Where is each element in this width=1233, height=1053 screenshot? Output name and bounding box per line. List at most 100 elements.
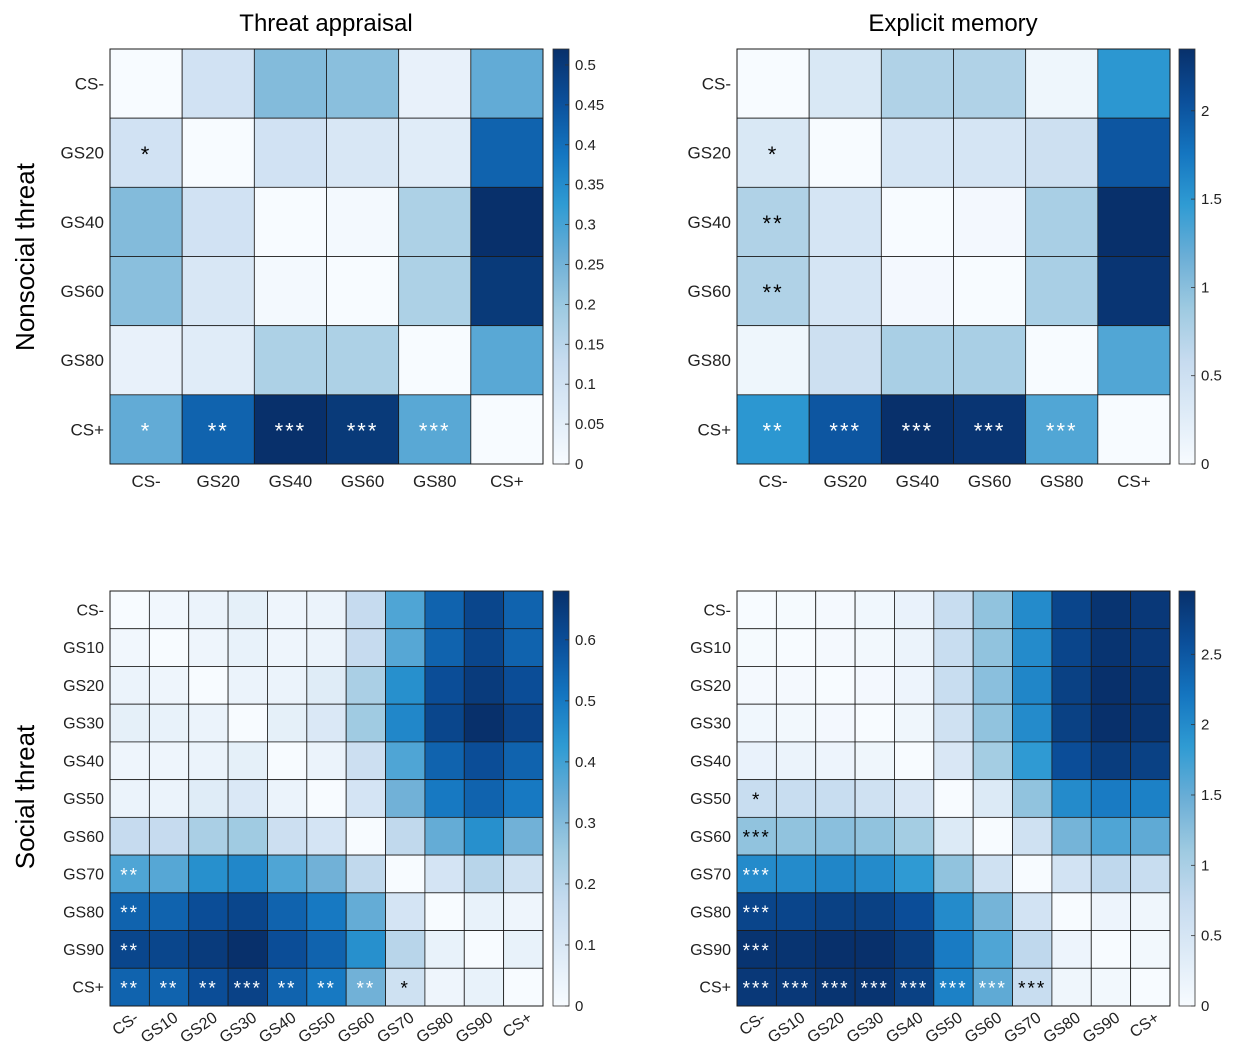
significance-stars: ** bbox=[763, 280, 784, 305]
x-tick-label: GS80 bbox=[413, 472, 456, 491]
cell-gs10-gs60 bbox=[972, 628, 1013, 667]
column-title-explicit-memory: Explicit memory bbox=[868, 10, 1037, 37]
cell-gs90-csminus bbox=[109, 930, 150, 969]
cell-csplus-gs10 bbox=[148, 967, 190, 1007]
cell-gs80-gs30 bbox=[854, 892, 895, 931]
cell-gs70-gs40 bbox=[894, 854, 935, 894]
cell-gs40-gs40 bbox=[894, 741, 935, 781]
cell-gs30-gs20 bbox=[815, 703, 856, 743]
significance-stars: * bbox=[141, 418, 152, 443]
cell-gs30-gs20 bbox=[188, 703, 229, 743]
cell-csplus-gs20 bbox=[808, 394, 882, 465]
cell-gs70-gs10 bbox=[148, 854, 190, 894]
y-tick-label: GS40 bbox=[63, 753, 104, 770]
cell-gs80-gs40 bbox=[267, 892, 308, 931]
cell-gs80-gs10 bbox=[775, 892, 817, 931]
x-tick-label: GS10 bbox=[138, 1009, 181, 1046]
cell-csminus-gs50 bbox=[306, 590, 347, 630]
colorbar-tick-label: 1 bbox=[1201, 279, 1209, 296]
cell-csminus-gs40 bbox=[267, 590, 308, 630]
cell-csplus-gs80 bbox=[1051, 967, 1092, 1007]
x-tick-label: GS40 bbox=[256, 1009, 299, 1046]
cell-gs50-gs90 bbox=[1090, 779, 1132, 818]
cell-csplus-gs70 bbox=[385, 967, 426, 1007]
significance-stars: *** bbox=[829, 418, 861, 443]
cell-csminus-csplus bbox=[470, 48, 544, 119]
cell-gs60-gs50 bbox=[933, 816, 974, 856]
significance-stars: * bbox=[141, 142, 152, 167]
cell-gs90-gs10 bbox=[148, 930, 190, 969]
cell-gs50-gs50 bbox=[933, 779, 974, 818]
cell-gs20-gs30 bbox=[227, 666, 268, 705]
x-tick-label: GS30 bbox=[844, 1009, 887, 1046]
cell-gs40-gs60 bbox=[953, 186, 1027, 257]
cell-gs10-gs40 bbox=[267, 628, 308, 667]
cell-gs20-csminus bbox=[736, 117, 810, 188]
cell-gs20-gs20 bbox=[808, 117, 882, 188]
colorbar bbox=[552, 590, 570, 1007]
heatmap-social-threat-appraisal: ******** ** ** *** ** ** ** *CS-GS10GS20GS30GS4… bbox=[63, 590, 596, 1047]
x-tick-label: CS+ bbox=[490, 472, 524, 491]
cell-gs70-gs90 bbox=[1090, 854, 1132, 894]
cell-csminus-gs70 bbox=[385, 590, 426, 630]
cell-gs80-gs20 bbox=[188, 892, 229, 931]
cell-gs60-csplus bbox=[1130, 816, 1171, 856]
cell-gs10-gs30 bbox=[854, 628, 895, 667]
y-tick-label: GS90 bbox=[63, 942, 104, 959]
x-tick-label: CS+ bbox=[500, 1009, 536, 1041]
cell-csminus-gs20 bbox=[181, 48, 255, 119]
cell-csminus-gs30 bbox=[854, 590, 895, 630]
cell-gs60-gs80 bbox=[1025, 256, 1099, 327]
cell-gs40-csminus bbox=[736, 741, 777, 781]
x-tick-label: GS60 bbox=[341, 472, 384, 491]
significance-stars: ** bbox=[199, 979, 218, 1000]
significance-stars: * bbox=[401, 979, 410, 1000]
colorbar-tick-label: 1.5 bbox=[1201, 191, 1222, 208]
cell-gs10-gs90 bbox=[1090, 628, 1132, 667]
colorbar-tick-label: 0.5 bbox=[575, 693, 596, 710]
colorbar-tick-label: 0.15 bbox=[575, 336, 604, 353]
x-tick-label: GS50 bbox=[296, 1009, 339, 1046]
x-tick-label: CS+ bbox=[1117, 472, 1151, 491]
y-tick-label: CS+ bbox=[70, 420, 104, 439]
cell-gs10-gs20 bbox=[188, 628, 229, 667]
cell-csplus-gs80 bbox=[424, 967, 465, 1007]
cell-csplus-gs40 bbox=[253, 394, 327, 465]
cell-gs60-gs40 bbox=[253, 256, 327, 327]
colorbar bbox=[552, 48, 570, 465]
y-tick-label: GS70 bbox=[63, 867, 104, 884]
significance-stars: ** bbox=[763, 211, 784, 236]
cell-gs60-gs20 bbox=[188, 816, 229, 856]
cell-gs80-gs50 bbox=[306, 892, 347, 931]
cell-gs70-gs20 bbox=[815, 854, 856, 894]
cell-gs10-gs90 bbox=[463, 628, 505, 667]
y-tick-label: CS+ bbox=[72, 980, 104, 997]
colorbar-tick-label: 0.5 bbox=[1201, 368, 1222, 385]
significance-stars: ** bbox=[278, 979, 297, 1000]
cell-gs20-csminus bbox=[109, 666, 150, 705]
y-tick-label: GS80 bbox=[63, 904, 104, 921]
cell-gs80-gs80 bbox=[424, 892, 465, 931]
cell-gs20-gs60 bbox=[972, 666, 1013, 705]
significance-stars: ** bbox=[317, 979, 336, 1000]
y-tick-label: GS60 bbox=[61, 282, 104, 301]
heatmap-nonsocial-explicit-memory: ******* *** *** *** ***CS-GS20GS40GS60GS80CS… bbox=[688, 48, 1222, 491]
cell-gs60-gs50 bbox=[306, 816, 347, 856]
cell-gs10-gs50 bbox=[933, 628, 974, 667]
cell-gs60-gs40 bbox=[267, 816, 308, 856]
cell-gs60-gs60 bbox=[972, 816, 1013, 856]
cell-gs60-gs80 bbox=[424, 816, 465, 856]
cell-gs80-gs20 bbox=[815, 892, 856, 931]
cell-gs90-gs80 bbox=[1051, 930, 1092, 969]
x-tick-label: CS- bbox=[737, 1009, 769, 1039]
cell-csminus-gs60 bbox=[326, 48, 400, 119]
cell-gs90-csplus bbox=[503, 930, 544, 969]
cell-gs40-gs30 bbox=[227, 741, 268, 781]
cell-gs60-gs70 bbox=[1012, 816, 1053, 856]
cell-csplus-gs60 bbox=[326, 394, 400, 465]
cell-gs70-gs10 bbox=[775, 854, 817, 894]
cell-gs70-gs60 bbox=[972, 854, 1013, 894]
colorbar-tick-label: 0.1 bbox=[575, 376, 596, 393]
cell-gs20-gs20 bbox=[181, 117, 255, 188]
cell-csplus-gs60 bbox=[953, 394, 1027, 465]
